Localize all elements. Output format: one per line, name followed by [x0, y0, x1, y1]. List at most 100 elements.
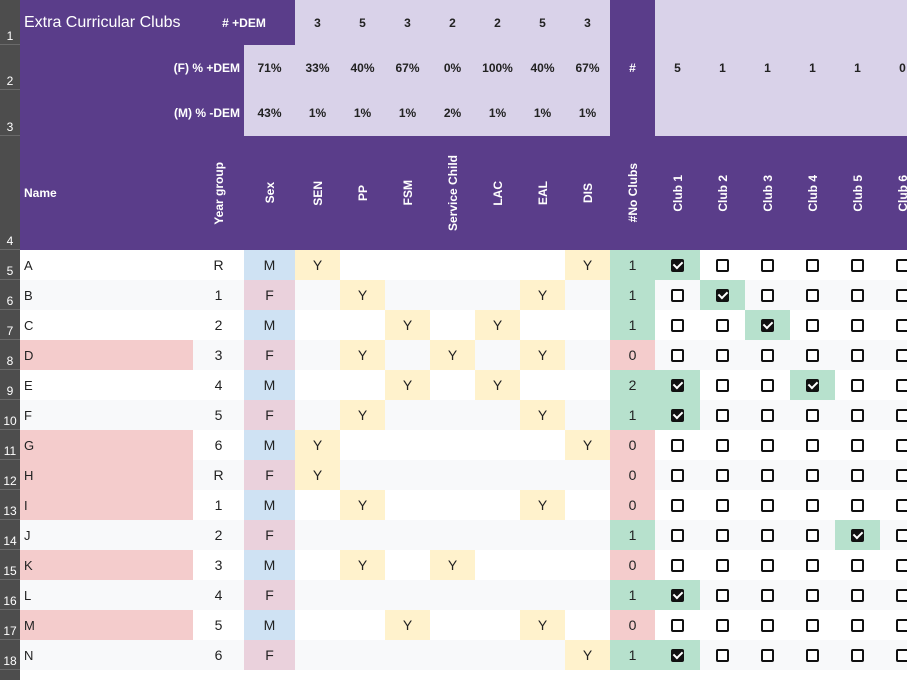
flag-dis[interactable]	[565, 340, 610, 370]
club-6-checkbox[interactable]	[896, 558, 907, 572]
flag-lac[interactable]	[475, 520, 520, 550]
club-4-checkbox[interactable]	[806, 258, 819, 272]
flag-pp[interactable]: Y	[340, 280, 385, 310]
club-6-checkbox[interactable]	[896, 318, 907, 332]
sex[interactable]: M	[244, 250, 295, 280]
flag-dis[interactable]	[565, 550, 610, 580]
flag-lac[interactable]	[475, 580, 520, 610]
club-5-checkbox[interactable]	[851, 258, 864, 272]
flag-lac[interactable]	[475, 550, 520, 580]
no-clubs-count[interactable]: 1	[610, 640, 655, 670]
flag-dis[interactable]	[565, 520, 610, 550]
no-clubs-count[interactable]: 1	[610, 520, 655, 550]
student-name[interactable]: I	[20, 490, 193, 520]
sex[interactable]: M	[244, 310, 295, 340]
club-2-checkbox[interactable]	[716, 438, 729, 452]
flag-pp[interactable]	[340, 640, 385, 670]
flag-fsm[interactable]	[385, 640, 430, 670]
club-2-checkbox[interactable]	[716, 408, 729, 422]
sex[interactable]: F	[244, 400, 295, 430]
header-club-5[interactable]: Club 5	[835, 136, 880, 250]
row-number[interactable]: 15	[0, 550, 20, 580]
header-service-child[interactable]: Service Child	[430, 136, 475, 250]
flag-sen[interactable]	[295, 400, 340, 430]
club-4-checkbox[interactable]	[806, 288, 819, 302]
club-1-checkbox[interactable]	[671, 348, 684, 362]
year-group[interactable]: R	[213, 257, 224, 273]
club-3-checkbox[interactable]	[761, 618, 774, 632]
club-1-checkbox[interactable]	[671, 408, 684, 422]
no-clubs-count[interactable]: 1	[610, 250, 655, 280]
club-3-checkbox[interactable]	[761, 258, 774, 272]
flag-dis[interactable]	[565, 580, 610, 610]
year-group[interactable]: 4	[214, 587, 223, 603]
club-2-checkbox[interactable]	[716, 378, 729, 392]
club-3-checkbox[interactable]	[761, 558, 774, 572]
flag-sen[interactable]	[295, 640, 340, 670]
flag-lac[interactable]	[475, 490, 520, 520]
row-number[interactable]: 13	[0, 490, 20, 520]
club-2-checkbox[interactable]	[716, 288, 729, 302]
club-5-checkbox[interactable]	[851, 288, 864, 302]
header-club-4[interactable]: Club 4	[790, 136, 835, 250]
club-4-checkbox[interactable]	[806, 648, 819, 662]
club-6-checkbox[interactable]	[896, 348, 907, 362]
flag-sen[interactable]	[295, 550, 340, 580]
club-5-checkbox[interactable]	[851, 588, 864, 602]
year-group[interactable]: 5	[214, 617, 223, 633]
club-2-checkbox[interactable]	[716, 648, 729, 662]
no-clubs-count[interactable]: 1	[610, 310, 655, 340]
sex[interactable]: F	[244, 520, 295, 550]
student-name[interactable]: C	[24, 317, 34, 333]
club-2-checkbox[interactable]	[716, 558, 729, 572]
flag-svc[interactable]	[430, 400, 475, 430]
club-5-checkbox[interactable]	[851, 408, 864, 422]
flag-pp[interactable]: Y	[340, 490, 385, 520]
row-number[interactable]: 17	[0, 610, 20, 640]
header-sen[interactable]: SEN	[295, 136, 340, 250]
header-club-6[interactable]: Club 6	[880, 136, 907, 250]
flag-pp[interactable]: Y	[340, 400, 385, 430]
club-3-checkbox[interactable]	[761, 288, 774, 302]
header-year-group[interactable]: Year group	[193, 136, 244, 250]
club-6-checkbox[interactable]	[896, 618, 907, 632]
club-6-checkbox[interactable]	[896, 408, 907, 422]
flag-svc[interactable]: Y	[430, 340, 475, 370]
row-number[interactable]: 2	[0, 45, 20, 90]
flag-pp[interactable]: Y	[340, 340, 385, 370]
club-5-checkbox[interactable]	[851, 648, 864, 662]
flag-lac[interactable]: Y	[475, 370, 520, 400]
flag-svc[interactable]	[430, 310, 475, 340]
flag-pp[interactable]	[340, 310, 385, 340]
club-3-checkbox[interactable]	[761, 378, 774, 392]
flag-fsm[interactable]	[385, 520, 430, 550]
club-4-checkbox[interactable]	[806, 558, 819, 572]
student-name[interactable]: H	[20, 460, 193, 490]
flag-fsm[interactable]	[385, 490, 430, 520]
flag-pp[interactable]	[340, 460, 385, 490]
flag-svc[interactable]	[430, 610, 475, 640]
no-clubs-count[interactable]: 0	[610, 460, 655, 490]
flag-dis[interactable]: Y	[565, 430, 610, 460]
sex[interactable]: F	[244, 280, 295, 310]
club-1-checkbox[interactable]	[671, 558, 684, 572]
flag-lac[interactable]	[475, 400, 520, 430]
club-4-checkbox[interactable]	[806, 378, 819, 392]
club-5-checkbox[interactable]	[851, 498, 864, 512]
row-number[interactable]: 8	[0, 340, 20, 370]
row-number[interactable]: 6	[0, 280, 20, 310]
year-group[interactable]: 5	[214, 407, 223, 423]
year-group[interactable]: 3	[214, 347, 223, 363]
flag-svc[interactable]	[430, 640, 475, 670]
club-6-checkbox[interactable]	[896, 288, 907, 302]
no-clubs-count[interactable]: 0	[610, 430, 655, 460]
club-2-checkbox[interactable]	[716, 498, 729, 512]
flag-svc[interactable]: Y	[430, 550, 475, 580]
row-number[interactable]: 5	[0, 250, 20, 280]
flag-eal[interactable]	[520, 640, 565, 670]
sex[interactable]: M	[244, 430, 295, 460]
club-3-checkbox[interactable]	[761, 348, 774, 362]
club-6-checkbox[interactable]	[896, 468, 907, 482]
student-name[interactable]: L	[24, 587, 32, 603]
club-3-checkbox[interactable]	[761, 588, 774, 602]
